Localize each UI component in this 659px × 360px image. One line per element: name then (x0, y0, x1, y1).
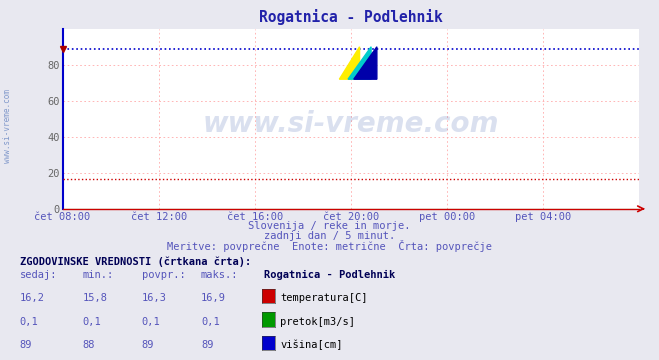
Title: Rogatnica - Podlehnik: Rogatnica - Podlehnik (259, 9, 443, 25)
Text: 0,1: 0,1 (142, 317, 160, 327)
Text: 15,8: 15,8 (82, 293, 107, 303)
Text: Slovenija / reke in morje.: Slovenija / reke in morje. (248, 221, 411, 231)
Text: 89: 89 (201, 340, 214, 350)
Text: 16,2: 16,2 (20, 293, 45, 303)
Text: sedaj:: sedaj: (20, 270, 57, 280)
Text: maks.:: maks.: (201, 270, 239, 280)
Text: www.si-vreme.com: www.si-vreme.com (3, 89, 12, 163)
Text: www.si-vreme.com: www.si-vreme.com (203, 110, 499, 138)
Text: 0,1: 0,1 (201, 317, 219, 327)
Text: višina[cm]: višina[cm] (280, 340, 343, 350)
Text: pretok[m3/s]: pretok[m3/s] (280, 317, 355, 327)
Text: Meritve: povprečne  Enote: metrične  Črta: povprečje: Meritve: povprečne Enote: metrične Črta:… (167, 240, 492, 252)
Text: Rogatnica - Podlehnik: Rogatnica - Podlehnik (264, 270, 395, 280)
Text: min.:: min.: (82, 270, 113, 280)
Text: zadnji dan / 5 minut.: zadnji dan / 5 minut. (264, 231, 395, 242)
Text: ZGODOVINSKE VREDNOSTI (črtkana črta):: ZGODOVINSKE VREDNOSTI (črtkana črta): (20, 256, 251, 267)
Text: temperatura[C]: temperatura[C] (280, 293, 368, 303)
Polygon shape (354, 47, 377, 79)
Text: 88: 88 (82, 340, 95, 350)
Polygon shape (339, 47, 360, 79)
Text: povpr.:: povpr.: (142, 270, 185, 280)
Polygon shape (348, 47, 371, 79)
Text: 16,9: 16,9 (201, 293, 226, 303)
Text: 16,3: 16,3 (142, 293, 167, 303)
Text: 0,1: 0,1 (20, 317, 38, 327)
Text: 0,1: 0,1 (82, 317, 101, 327)
Text: 89: 89 (20, 340, 32, 350)
Text: 89: 89 (142, 340, 154, 350)
